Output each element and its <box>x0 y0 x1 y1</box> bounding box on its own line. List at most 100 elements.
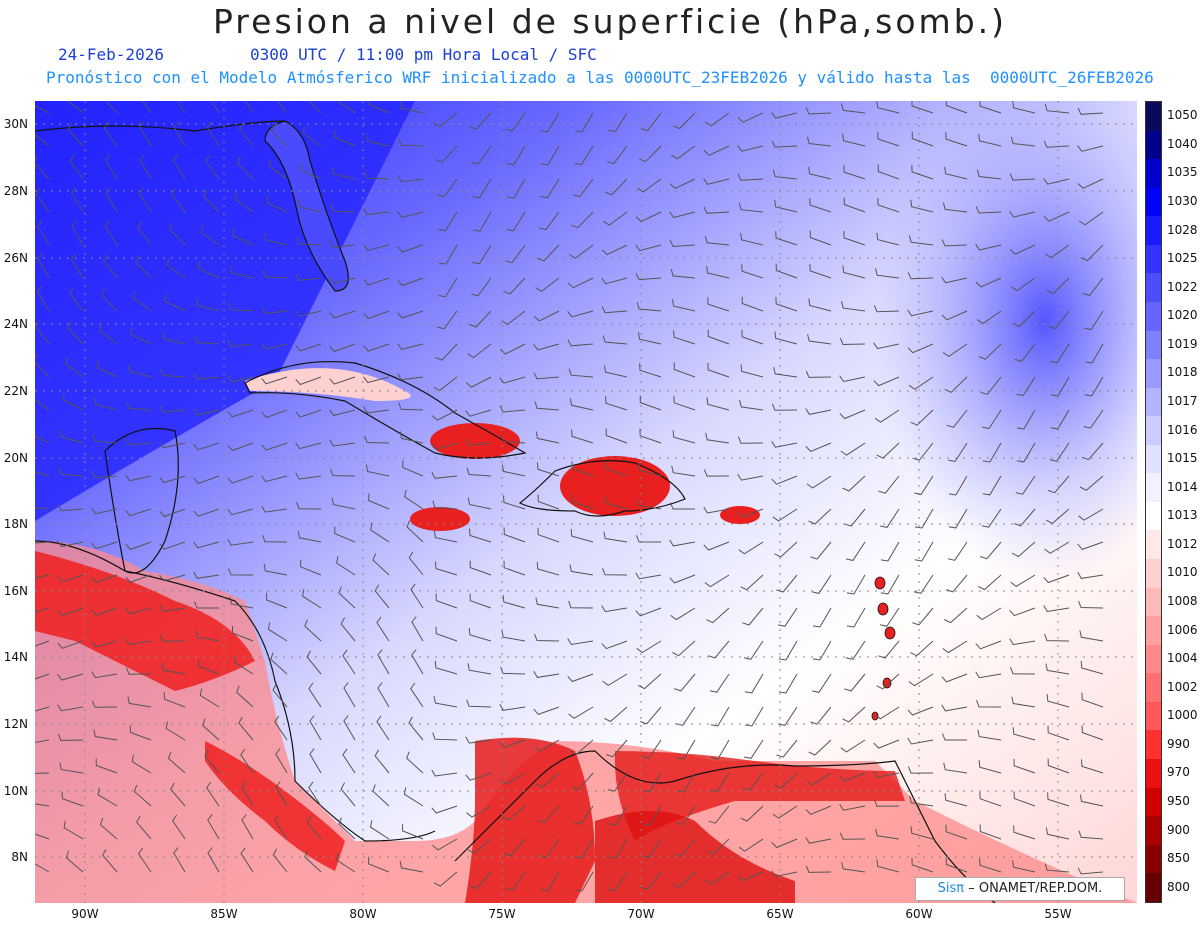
wind-barb <box>377 682 390 708</box>
wind-barb <box>638 673 662 690</box>
wind-barb <box>808 298 832 312</box>
wind-barb <box>133 784 152 807</box>
wind-barb <box>635 211 662 223</box>
wind-barb <box>70 187 84 213</box>
wind-barb <box>739 399 764 411</box>
wind-barb <box>262 535 288 543</box>
wind-barb <box>399 860 424 873</box>
wind-barb <box>1077 572 1104 579</box>
lon-label: 75W <box>488 907 516 921</box>
wind-barb <box>35 541 50 544</box>
wind-barb <box>329 409 356 417</box>
wind-barb <box>774 199 798 213</box>
wind-barb <box>1012 101 1036 114</box>
lon-label: 60W <box>905 907 933 921</box>
wind-barb <box>873 305 900 313</box>
wind-barb <box>499 343 526 355</box>
wind-barb <box>60 430 84 444</box>
wind-barb <box>232 228 254 246</box>
wind-barb <box>910 640 934 657</box>
wind-barb <box>672 640 696 657</box>
pressure-map-canvas <box>35 101 1137 903</box>
wind-barb <box>98 323 118 345</box>
wind-barb <box>741 296 764 312</box>
wind-barb <box>635 273 662 281</box>
wind-barb <box>227 442 254 452</box>
lon-label: 85W <box>210 907 238 921</box>
wind-barb <box>35 706 50 712</box>
wind-barb <box>159 605 186 612</box>
grid-lines <box>35 101 1137 903</box>
wind-barb <box>568 368 594 378</box>
wind-barb <box>363 277 390 286</box>
wind-barb <box>466 467 492 477</box>
wind-barb <box>979 791 1002 807</box>
wind-barb <box>671 465 696 477</box>
colorbar-segment <box>1146 644 1161 674</box>
wind-barb <box>69 154 84 180</box>
wind-barb <box>707 297 730 312</box>
wind-barb <box>772 508 798 522</box>
wind-barb <box>774 772 798 789</box>
wind-barb <box>500 772 526 785</box>
wind-barb <box>840 103 866 114</box>
wind-barb <box>776 739 798 758</box>
wind-barb <box>873 799 900 807</box>
lat-label: 26N <box>3 251 28 265</box>
wind-barb <box>431 409 458 421</box>
wind-barb <box>240 748 254 774</box>
wind-barb <box>435 593 458 609</box>
wind-barb <box>1044 863 1070 873</box>
wind-barb <box>1016 376 1036 397</box>
wind-barb <box>1043 211 1070 222</box>
wind-barb <box>1050 376 1070 397</box>
atlantic-high <box>875 101 1137 581</box>
wind-barb <box>775 296 798 312</box>
wind-barb <box>844 673 866 692</box>
wind-barb <box>535 431 560 444</box>
wind-barb <box>740 364 764 378</box>
wind-barb <box>127 696 152 708</box>
lat-label: 8N <box>11 850 28 864</box>
colorbar-segment <box>1146 530 1161 559</box>
wind-barb <box>570 529 594 543</box>
wind-barb <box>1047 758 1070 774</box>
wind-barb <box>67 123 84 147</box>
wind-barb <box>638 463 662 477</box>
wind-barb <box>205 155 220 180</box>
wind-barb <box>364 435 390 444</box>
wind-barb <box>264 232 288 246</box>
wind-barb <box>57 574 84 583</box>
wind-barb <box>839 772 866 782</box>
wind-barb <box>503 527 526 543</box>
wind-barb <box>67 321 84 345</box>
wind-barb <box>397 244 424 253</box>
wind-barb <box>606 145 628 165</box>
wind-barb <box>740 232 764 246</box>
wind-barb <box>982 409 1002 430</box>
wind-barb <box>272 683 288 708</box>
wind-barb <box>907 706 934 716</box>
colorbar-segment <box>1146 787 1161 817</box>
wind-barb <box>502 594 526 609</box>
wind-barb <box>943 762 968 774</box>
wind-barb <box>877 164 900 180</box>
wind-barb <box>845 640 866 660</box>
wind-barb <box>1044 633 1070 642</box>
wind-barb <box>805 837 832 844</box>
wind-barb <box>397 211 424 218</box>
wind-barb <box>329 343 356 353</box>
wind-barb <box>635 607 662 617</box>
wind-barb <box>295 472 322 480</box>
wind-barb <box>1013 791 1036 807</box>
wind-barb <box>910 826 934 840</box>
wind-barb <box>1047 792 1070 807</box>
wind-barb <box>911 131 934 147</box>
wind-barb <box>472 178 492 199</box>
wind-barb <box>467 838 492 854</box>
wind-barb <box>173 847 186 873</box>
lon-label: 70W <box>627 907 655 921</box>
wind-barb <box>501 310 526 326</box>
wind-barb <box>738 202 764 213</box>
wind-barb <box>1010 136 1036 147</box>
